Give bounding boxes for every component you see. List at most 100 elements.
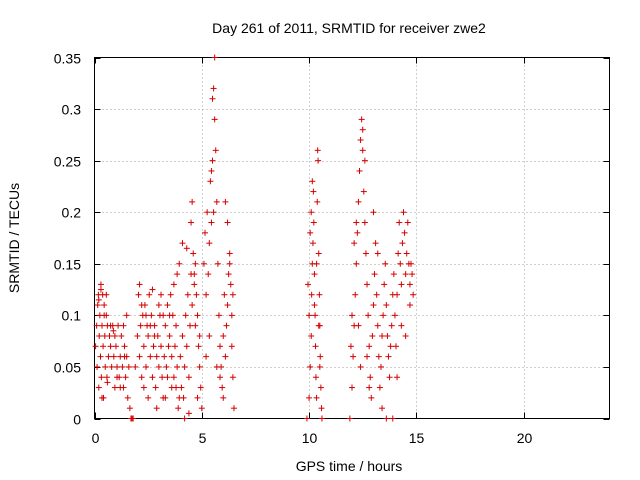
data-point xyxy=(221,291,228,298)
data-point xyxy=(111,384,118,391)
data-point xyxy=(179,332,186,339)
data-point xyxy=(158,291,165,298)
data-point xyxy=(98,374,105,381)
data-point xyxy=(93,322,100,329)
data-point xyxy=(193,291,200,298)
data-point xyxy=(398,322,405,329)
data-point xyxy=(349,312,355,319)
data-point xyxy=(309,240,316,247)
data-point xyxy=(153,405,160,412)
data-point xyxy=(365,312,372,319)
data-point xyxy=(174,271,181,278)
data-point xyxy=(228,312,235,319)
data-point xyxy=(137,322,144,329)
data-point xyxy=(362,250,369,257)
plot-frame xyxy=(94,57,610,419)
data-point xyxy=(364,281,371,288)
data-point xyxy=(170,281,177,288)
data-point xyxy=(354,229,361,236)
data-point xyxy=(353,219,360,226)
data-point xyxy=(162,394,169,401)
data-point xyxy=(182,312,189,319)
data-point xyxy=(99,394,106,401)
data-point xyxy=(143,312,149,319)
data-point xyxy=(377,363,384,370)
data-point xyxy=(155,363,162,370)
data-point xyxy=(375,353,382,360)
data-points xyxy=(92,54,417,422)
data-point xyxy=(379,405,386,412)
data-point xyxy=(397,260,404,267)
x-tick-label: 10 xyxy=(302,430,318,446)
data-point xyxy=(389,415,396,422)
data-point xyxy=(217,343,224,350)
y-tick-label: 0 xyxy=(73,412,81,428)
data-point xyxy=(122,374,129,381)
data-point xyxy=(212,147,219,154)
data-point xyxy=(385,353,392,360)
data-point xyxy=(394,374,401,381)
data-point xyxy=(107,322,114,329)
data-point xyxy=(215,312,222,319)
data-point xyxy=(159,374,166,381)
data-point xyxy=(175,405,182,412)
data-point xyxy=(357,363,364,370)
data-point xyxy=(200,260,207,267)
data-point xyxy=(180,394,187,401)
data-point xyxy=(143,363,149,370)
data-point xyxy=(140,384,147,391)
data-point xyxy=(181,415,188,422)
data-point xyxy=(308,332,315,339)
data-point xyxy=(395,250,402,257)
x-tick-label: 0 xyxy=(92,430,100,446)
data-point xyxy=(351,240,358,247)
data-point xyxy=(205,271,212,278)
data-point xyxy=(179,240,186,247)
data-point xyxy=(357,137,364,144)
data-point xyxy=(380,312,387,319)
data-point xyxy=(118,332,125,339)
data-point xyxy=(168,353,175,360)
data-point xyxy=(145,394,152,401)
data-point xyxy=(173,322,180,329)
data-point xyxy=(117,384,124,391)
data-point xyxy=(110,327,117,334)
data-point xyxy=(379,332,386,339)
data-point xyxy=(346,415,353,422)
data-point xyxy=(194,312,201,319)
data-point xyxy=(184,291,191,298)
y-tick-label: 0.15 xyxy=(54,257,81,273)
data-point xyxy=(99,322,106,329)
data-point xyxy=(149,286,156,293)
data-point xyxy=(317,353,324,360)
y-axis-label: SRMTID / TECUs xyxy=(6,183,22,293)
data-point xyxy=(213,363,220,370)
data-point xyxy=(349,384,355,391)
data-point xyxy=(352,291,359,298)
data-point xyxy=(207,178,214,185)
data-point xyxy=(206,332,213,339)
data-point xyxy=(147,322,154,329)
x-axis-label: GPS time / hours xyxy=(296,458,403,474)
data-point xyxy=(374,250,381,257)
data-point xyxy=(306,394,313,401)
data-point xyxy=(223,322,230,329)
data-point xyxy=(386,374,393,381)
data-point xyxy=(107,343,114,350)
data-point xyxy=(214,260,221,267)
data-point xyxy=(308,209,315,216)
data-point xyxy=(136,281,143,288)
data-point xyxy=(136,353,143,360)
data-point xyxy=(390,271,397,278)
data-point xyxy=(403,250,410,257)
axis-ticks: 0 0.05 0.1 0.15 0.2 0.25 0.3 0.35 0 5 10 15 20 xyxy=(54,51,610,446)
data-point xyxy=(406,302,413,309)
data-point xyxy=(399,240,406,247)
data-point xyxy=(147,353,154,360)
data-point xyxy=(123,312,130,319)
data-point xyxy=(305,281,312,288)
data-point xyxy=(392,343,399,350)
data-point xyxy=(307,229,314,236)
data-point xyxy=(195,343,202,350)
data-point xyxy=(402,271,409,278)
